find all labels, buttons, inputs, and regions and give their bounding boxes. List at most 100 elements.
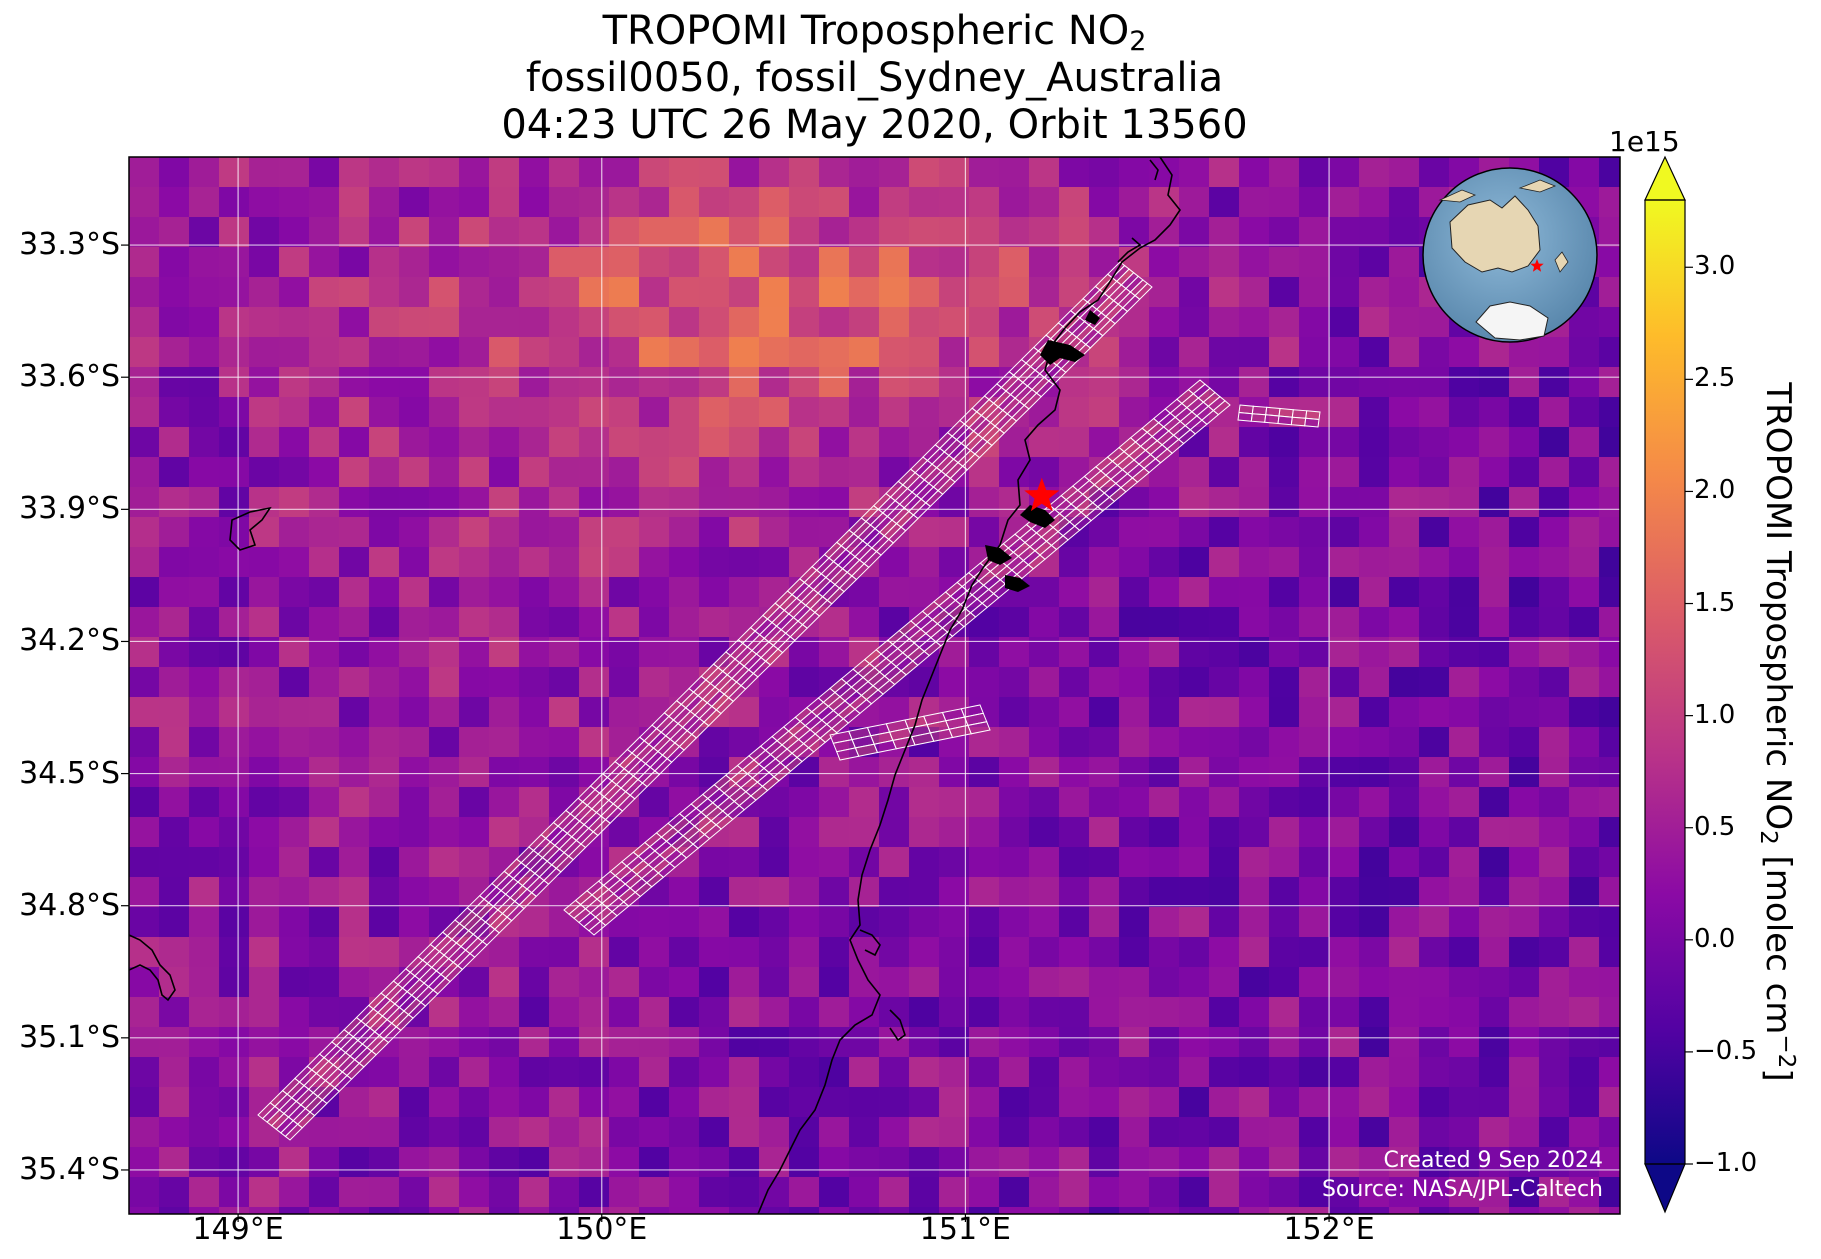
no2-pixel bbox=[1029, 907, 1060, 938]
no2-pixel bbox=[1389, 997, 1420, 1028]
no2-pixel bbox=[1149, 277, 1180, 308]
no2-pixel bbox=[279, 277, 310, 308]
no2-pixel bbox=[249, 937, 280, 968]
no2-pixel bbox=[639, 1147, 670, 1178]
no2-pixel bbox=[309, 577, 340, 608]
no2-pixel bbox=[639, 517, 670, 548]
no2-pixel bbox=[669, 277, 700, 308]
no2-pixel bbox=[1239, 547, 1270, 578]
no2-pixel bbox=[1329, 697, 1360, 728]
no2-pixel bbox=[339, 397, 370, 428]
no2-pixel bbox=[1119, 1147, 1150, 1178]
no2-pixel bbox=[489, 997, 520, 1028]
no2-pixel bbox=[219, 937, 250, 968]
no2-pixel bbox=[759, 967, 790, 998]
no2-pixel bbox=[1569, 157, 1600, 188]
no2-pixel bbox=[1539, 1087, 1570, 1118]
no2-pixel bbox=[549, 637, 580, 668]
no2-pixel bbox=[699, 997, 730, 1028]
no2-pixel bbox=[1269, 187, 1300, 218]
no2-pixel bbox=[969, 1177, 1000, 1208]
no2-pixel bbox=[429, 307, 460, 338]
no2-pixel bbox=[249, 487, 280, 518]
no2-pixel bbox=[129, 427, 160, 458]
no2-pixel bbox=[519, 607, 550, 638]
no2-pixel bbox=[1119, 1117, 1150, 1148]
estuary-details bbox=[985, 310, 1100, 592]
no2-pixel bbox=[1239, 967, 1270, 998]
no2-pixel bbox=[1209, 187, 1240, 218]
no2-pixel bbox=[1479, 787, 1510, 818]
no2-pixel bbox=[609, 547, 640, 578]
no2-pixel bbox=[399, 757, 430, 788]
no2-pixel bbox=[609, 937, 640, 968]
no2-pixel bbox=[549, 967, 580, 998]
no2-pixel bbox=[999, 757, 1030, 788]
no2-pixel bbox=[429, 1057, 460, 1088]
no2-pixel bbox=[609, 967, 640, 998]
no2-pixel bbox=[969, 337, 1000, 368]
no2-pixel bbox=[549, 277, 580, 308]
no2-pixel bbox=[1389, 547, 1420, 578]
no2-pixel bbox=[459, 1027, 490, 1058]
no2-pixel bbox=[1389, 1117, 1420, 1148]
no2-pixel bbox=[819, 907, 850, 938]
no2-pixel bbox=[159, 967, 190, 998]
no2-pixel bbox=[1299, 1177, 1330, 1208]
no2-pixel bbox=[1239, 457, 1270, 488]
no2-pixel bbox=[129, 307, 160, 338]
no2-pixel bbox=[279, 847, 310, 878]
no2-pixel bbox=[1119, 877, 1150, 908]
no2-pixel bbox=[909, 1057, 940, 1088]
no2-pixel bbox=[969, 187, 1000, 218]
no2-pixel bbox=[1089, 577, 1120, 608]
no2-pixel bbox=[1599, 307, 1620, 338]
no2-pixel bbox=[219, 367, 250, 398]
no2-pixel bbox=[1449, 1177, 1480, 1208]
no2-pixel bbox=[339, 1117, 370, 1148]
no2-pixel bbox=[1479, 1207, 1510, 1214]
no2-pixel bbox=[879, 247, 910, 278]
no2-pixel bbox=[849, 907, 880, 938]
no2-pixel bbox=[189, 517, 220, 548]
no2-pixel bbox=[1059, 1057, 1090, 1088]
no2-pixel bbox=[969, 817, 1000, 848]
no2-pixel bbox=[429, 847, 460, 878]
no2-pixel bbox=[1149, 217, 1180, 248]
no2-pixel bbox=[1569, 367, 1600, 398]
no2-pixel bbox=[879, 427, 910, 458]
no2-pixel bbox=[339, 667, 370, 698]
no2-pixel bbox=[1569, 1147, 1600, 1178]
no2-pixel bbox=[1329, 187, 1360, 218]
no2-pixel bbox=[1269, 877, 1300, 908]
no2-pixel bbox=[339, 367, 370, 398]
no2-pixel bbox=[819, 457, 850, 488]
no2-pixel bbox=[1449, 397, 1480, 428]
no2-pixel bbox=[309, 487, 340, 518]
no2-pixel bbox=[909, 307, 940, 338]
no2-pixel bbox=[849, 1147, 880, 1178]
no2-pixel bbox=[429, 367, 460, 398]
no2-pixel bbox=[549, 427, 580, 458]
no2-pixel bbox=[189, 937, 220, 968]
no2-pixel bbox=[279, 1207, 310, 1214]
no2-pixel bbox=[969, 907, 1000, 938]
no2-pixel bbox=[1149, 307, 1180, 338]
no2-pixel bbox=[309, 937, 340, 968]
no2-pixel bbox=[339, 787, 370, 818]
no2-pixel bbox=[1269, 787, 1300, 818]
no2-pixel bbox=[339, 1207, 370, 1214]
no2-pixel bbox=[789, 907, 820, 938]
no2-pixel bbox=[1449, 1147, 1480, 1178]
no2-pixel bbox=[309, 607, 340, 638]
no2-pixel bbox=[369, 757, 400, 788]
no2-pixel bbox=[1089, 757, 1120, 788]
no2-pixel bbox=[1299, 427, 1330, 458]
no2-pixel bbox=[549, 937, 580, 968]
no2-pixel bbox=[1239, 877, 1270, 908]
no2-pixel bbox=[639, 1057, 670, 1088]
no2-pixel bbox=[399, 1147, 430, 1178]
no2-pixel bbox=[1449, 937, 1480, 968]
no2-pixel bbox=[1449, 697, 1480, 728]
no2-pixel bbox=[759, 1207, 790, 1214]
